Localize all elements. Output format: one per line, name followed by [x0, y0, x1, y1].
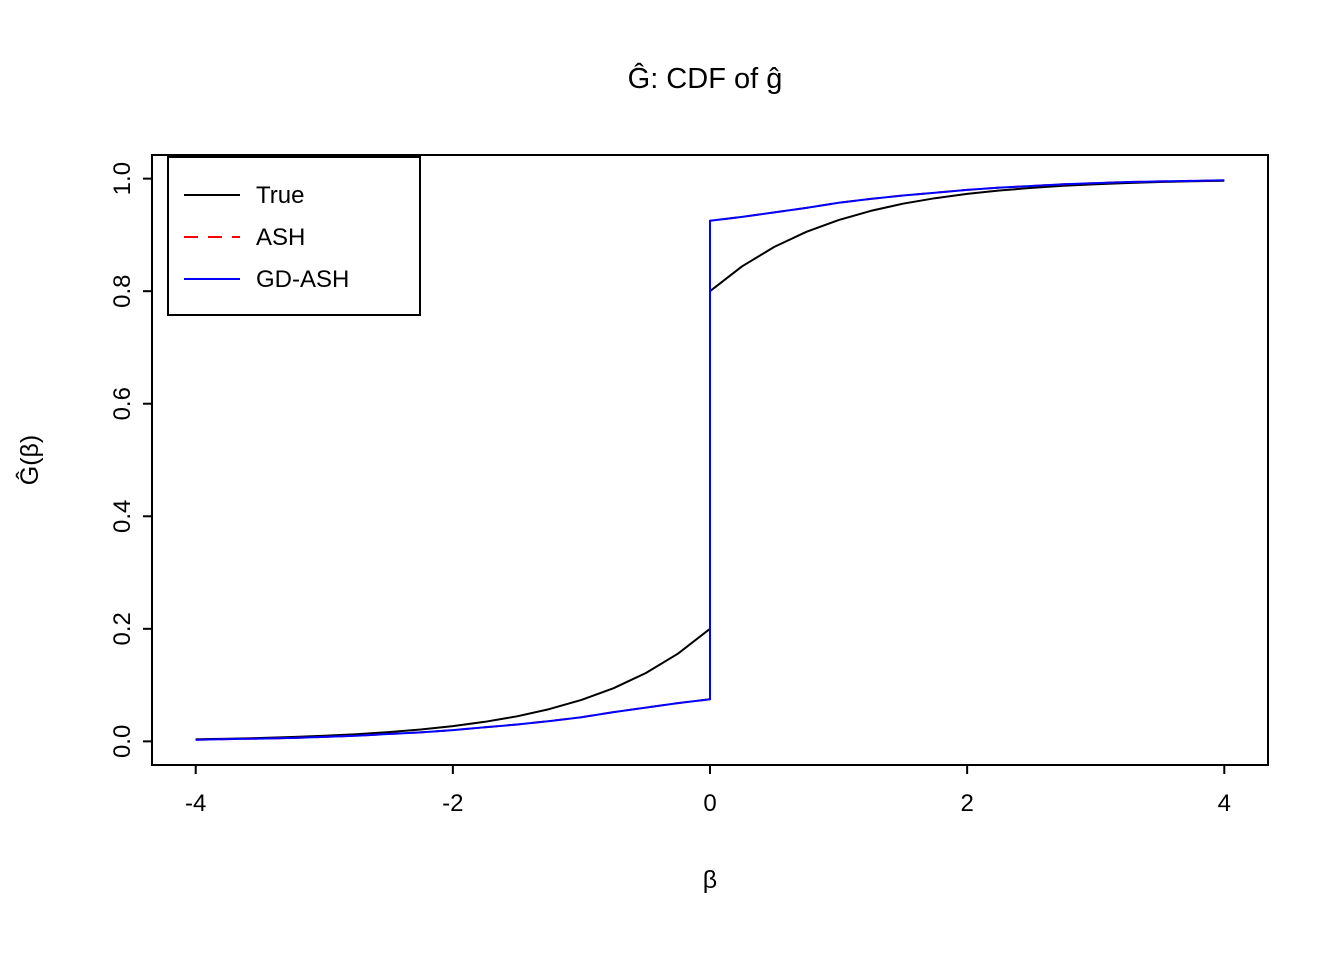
legend-label-ASH: ASH — [256, 224, 305, 251]
y-tick-label: 0.2 — [109, 612, 136, 645]
x-tick-label: 0 — [703, 790, 716, 817]
series-line-GD-ASH — [195, 179, 1225, 741]
series-lines — [195, 179, 1225, 741]
y-tick-label: 0.8 — [109, 274, 136, 307]
y-axis-label: Ĝ(β) — [15, 435, 44, 485]
legend-label-GD-ASH: GD-ASH — [256, 266, 349, 293]
legend: True ASH GD-ASH — [167, 156, 421, 316]
x-tick-label: -4 — [185, 790, 206, 817]
y-tick-label: 0.6 — [109, 387, 136, 420]
plot-title: Ĝ: CDF of ĝ — [628, 61, 783, 95]
y-tick-label: 1.0 — [109, 162, 136, 195]
y-tick-label: 0.0 — [109, 725, 136, 758]
x-tick-label: 4 — [1218, 790, 1231, 817]
y-tick-label: 0.4 — [109, 500, 136, 533]
x-axis-label: β — [703, 866, 717, 894]
y-axis-ticks: 0.0 0.2 0.4 0.6 0.8 1.0 — [109, 162, 152, 758]
x-tick-label: 2 — [960, 790, 973, 817]
x-tick-label: -2 — [442, 790, 463, 817]
legend-label-True: True — [256, 182, 304, 209]
x-axis-ticks: -4 -2 0 2 4 — [185, 765, 1231, 817]
